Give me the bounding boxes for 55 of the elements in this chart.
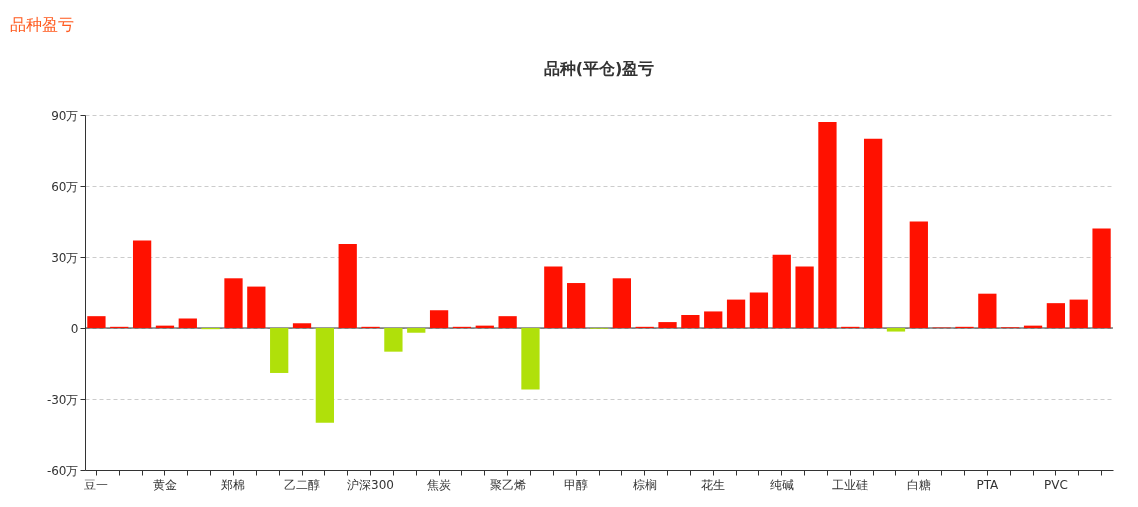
bar [681, 314, 700, 328]
y-tick-label: 0 [70, 321, 79, 336]
bar [544, 266, 563, 328]
bar [498, 316, 517, 328]
bar [795, 266, 814, 328]
x-tick-label: 郑棉 [221, 477, 246, 492]
y-tick-label: 30万 [51, 250, 79, 265]
bar [1069, 299, 1088, 328]
x-tick-label: 纯碱 [769, 477, 794, 492]
x-tick-label: 聚乙烯 [489, 477, 526, 492]
x-tick-label: 沪深300 [347, 477, 395, 492]
bar [772, 254, 791, 328]
x-tick-label: 棕榈 [632, 477, 657, 492]
bar [224, 278, 243, 328]
chart-title: 品种(平仓)盈亏 [543, 59, 655, 78]
x-tick-label: 豆一 [84, 477, 109, 492]
bar [704, 311, 723, 328]
text: 品种盈亏 [10, 15, 74, 34]
bar [270, 328, 289, 373]
x-tick-label: 工业硅 [832, 477, 869, 492]
y-tick-label: -60万 [46, 463, 79, 478]
x-tick-label: PVC [1043, 477, 1068, 492]
bar [886, 328, 906, 332]
bar [658, 322, 677, 328]
bar [909, 221, 928, 328]
bar [292, 323, 312, 328]
bar [818, 122, 837, 328]
x-tick-label: 焦炭 [427, 477, 452, 492]
bar [864, 138, 883, 328]
x-tick-label: 甲醇 [564, 477, 589, 492]
x-tick-label: 白糖 [906, 477, 931, 492]
x-tick-label: 乙二醇 [284, 477, 321, 492]
x-tick-label: PTA [976, 477, 1000, 492]
bar [247, 286, 266, 328]
bar [178, 318, 197, 328]
y-tick-label: 60万 [51, 179, 79, 194]
y-tick-label: -30万 [46, 392, 79, 407]
bar [1046, 303, 1066, 328]
bar [407, 328, 426, 333]
bar [978, 293, 997, 328]
x-tick-label: 黄金 [152, 477, 177, 492]
bar [567, 283, 586, 328]
bar [726, 299, 746, 328]
bar [612, 278, 631, 328]
bar [1092, 228, 1111, 328]
bar [132, 240, 152, 328]
bar [384, 328, 403, 352]
bar [315, 328, 334, 423]
x-tick-label: 花生 [701, 477, 726, 492]
y-tick-label: 90万 [51, 108, 79, 123]
bar [521, 328, 540, 390]
bar [338, 243, 357, 328]
bar [87, 316, 106, 328]
bar [429, 310, 449, 328]
bar [749, 292, 769, 328]
